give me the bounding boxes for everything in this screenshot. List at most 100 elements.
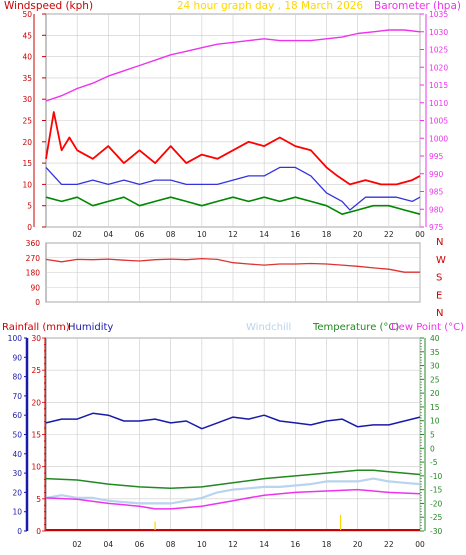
wind-tick-label: 5	[27, 202, 32, 211]
temp-tick-label: -30	[430, 527, 442, 536]
humidity-line	[45, 412, 421, 430]
x-tick-label: 12	[228, 230, 238, 239]
barometer-axis-title: Barometer (hpa)	[374, 0, 461, 12]
wind-min-line	[45, 196, 421, 215]
baro-tick-label: 1015	[429, 81, 448, 90]
wind-direction-line	[45, 257, 420, 273]
baro-tick-label: 1010	[429, 99, 448, 108]
rain-tick-label: 10	[31, 463, 41, 472]
wind-tick-label: 20	[22, 138, 32, 147]
baro-tick-label: 1000	[429, 134, 448, 143]
baro-tick-label: 1030	[429, 28, 448, 37]
temp-tick-label: 15	[430, 403, 440, 412]
temp-tick-label: 25	[430, 375, 440, 384]
compass-label: N	[436, 237, 443, 248]
rain-tick-label: 20	[31, 398, 41, 407]
compass-label: E	[436, 290, 442, 301]
compass-label: S	[436, 273, 442, 284]
temp-tick-label: 5	[430, 431, 435, 440]
temp-tick-label: 0	[430, 444, 435, 453]
temp-tick-label: 40	[430, 334, 440, 343]
temp-tick-label: 20	[430, 389, 440, 398]
direction-tick-label: 270	[26, 254, 41, 263]
x-tick-label: 04	[104, 230, 114, 239]
temperature-axis-title: Temperature (°C)	[312, 322, 399, 333]
compass-label: W	[436, 255, 446, 266]
baro-tick-label: 975	[429, 223, 444, 232]
wind-tick-label: 0	[27, 223, 32, 232]
wind-tick-label: 10	[22, 180, 32, 189]
x-tick-label: 06	[135, 230, 145, 239]
wind-tick-label: 45	[22, 31, 32, 40]
temp-tick-label: -10	[430, 472, 442, 481]
humidity-axis-title: Humidity	[68, 322, 113, 333]
x-tick-label: 20	[353, 540, 363, 549]
x-tick-label: 16	[291, 230, 301, 239]
series-layer	[45, 29, 421, 531]
baro-tick-label: 1005	[429, 117, 448, 126]
rainfall-axis-title: Rainfall (mm)	[2, 322, 70, 333]
humidity-tick-label: 100	[8, 334, 23, 343]
temp-tick-label: -5	[430, 458, 438, 467]
rain-tick-label: 0	[36, 527, 41, 536]
direction-tick-label: 0	[35, 298, 40, 307]
humidity-tick-label: 90	[12, 353, 22, 362]
humidity-tick-label: 60	[12, 411, 22, 420]
chart-title: 24 hour graph day , 18 March 2026	[177, 0, 364, 12]
wind-tick-label: 35	[22, 74, 32, 83]
x-tick-label: 16	[291, 540, 301, 549]
temp-tick-label: -25	[430, 513, 442, 522]
wind-tick-label: 40	[22, 53, 32, 62]
temp-tick-label: -15	[430, 486, 442, 495]
temperature-line	[45, 469, 421, 490]
rain-tick-label: 25	[31, 366, 41, 375]
x-tick-label: 22	[384, 540, 394, 549]
dew-point-line	[45, 488, 421, 510]
x-tick-label: 14	[259, 230, 269, 239]
x-tick-label: 10	[197, 230, 207, 239]
baro-tick-label: 995	[429, 152, 444, 161]
windspeed-axis-title: Windspeed (kph)	[4, 0, 93, 12]
direction-tick-label: 180	[26, 269, 41, 278]
x-tick-label: 02	[72, 230, 82, 239]
humidity-tick-label: 10	[12, 508, 22, 517]
x-tick-label: 02	[72, 540, 82, 549]
temp-tick-label: 35	[430, 348, 440, 357]
x-tick-label: 08	[166, 540, 176, 549]
compass-label: N	[436, 308, 443, 319]
wind-tick-label: 50	[22, 10, 32, 19]
x-tick-label: 06	[135, 540, 145, 549]
x-tick-label: 18	[322, 230, 332, 239]
x-tick-label: 12	[228, 540, 238, 549]
baro-tick-label: 980	[429, 205, 444, 214]
baro-tick-label: 1020	[429, 63, 448, 72]
barometer-line	[45, 29, 421, 102]
humidity-tick-label: 50	[12, 431, 22, 440]
temp-tick-label: 30	[430, 362, 440, 371]
direction-tick-label: 360	[26, 239, 41, 248]
x-tick-label: 10	[197, 540, 207, 549]
humidity-tick-label: 0	[17, 527, 22, 536]
x-tick-label: 00	[415, 540, 425, 549]
wind-tick-label: 25	[22, 117, 32, 126]
rain-tick-label: 30	[31, 334, 41, 343]
x-tick-label: 22	[384, 230, 394, 239]
baro-tick-label: 1035	[429, 10, 448, 19]
x-tick-label: 00	[415, 230, 425, 239]
wind-tick-label: 30	[22, 95, 32, 104]
x-tick-label: 08	[166, 230, 176, 239]
baro-tick-label: 1025	[429, 46, 448, 55]
temp-tick-label: 10	[430, 417, 440, 426]
humidity-tick-label: 40	[12, 450, 22, 459]
dew-point-axis-title: Dew Point (°C)	[391, 322, 464, 333]
wind-gust-line	[45, 111, 421, 186]
baro-tick-label: 985	[429, 188, 444, 197]
x-tick-label: 04	[104, 540, 114, 549]
baro-tick-label: 990	[429, 170, 444, 179]
rain-tick-label: 5	[36, 495, 41, 504]
wind-avg-line	[45, 166, 421, 211]
windchill-label: Windchill	[246, 322, 291, 333]
humidity-tick-label: 30	[12, 469, 22, 478]
axis-layer: 0202040406060808101012121414161618182020…	[8, 10, 449, 549]
